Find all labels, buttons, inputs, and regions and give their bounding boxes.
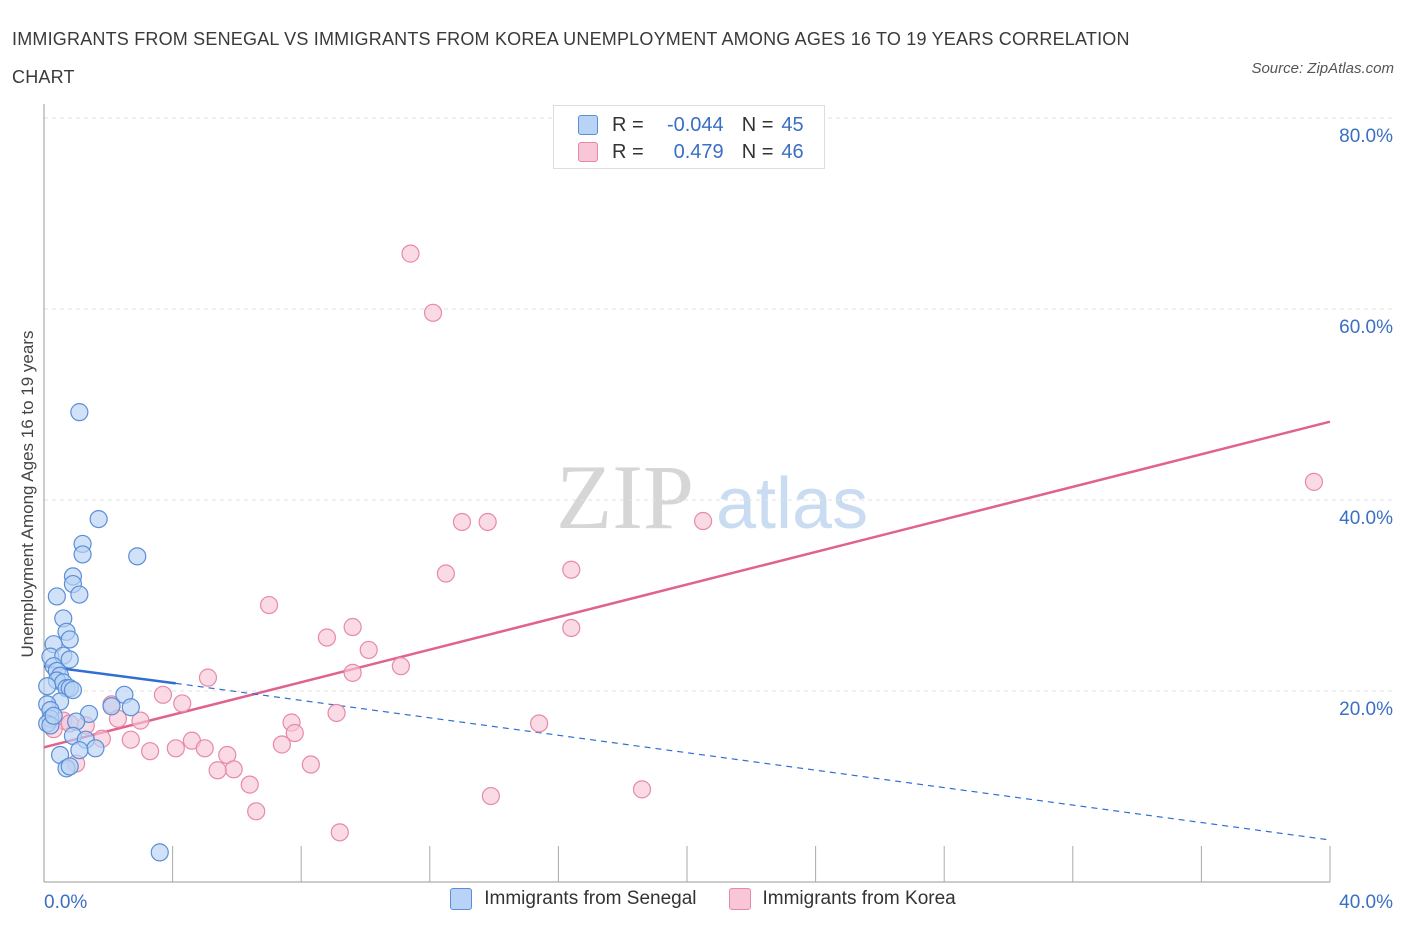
gridlines: [44, 117, 1393, 692]
senegal-point: [60, 630, 79, 649]
watermark-atlas: atlas: [716, 464, 868, 544]
senegal-point: [60, 757, 79, 776]
korea-point: [436, 564, 455, 583]
korea-point: [327, 703, 346, 723]
korea-point: [285, 723, 304, 743]
korea-point: [1304, 472, 1324, 491]
legend-row-senegal: R = -0.044 N = 45: [578, 111, 804, 139]
korea-point: [562, 560, 581, 579]
korea-point: [208, 761, 227, 780]
legend-n-label: N =: [741, 140, 774, 163]
korea-point: [343, 663, 362, 682]
korea-point: [478, 512, 497, 532]
korea-point: [452, 512, 472, 532]
senegal-point: [47, 587, 66, 606]
chart-title: IMMIGRANTS FROM SENEGAL VS IMMIGRANTS FR…: [12, 29, 1130, 87]
korea-point: [166, 739, 185, 758]
legend-item-senegal: Immigrants from Senegal: [450, 888, 697, 910]
senegal-point: [70, 741, 89, 760]
senegal-point: [73, 545, 92, 564]
legend-n-value: 46: [781, 140, 804, 163]
axes: 20.0% 40.0% 60.0% 80.0% 0.0% 40.0%: [43, 104, 1393, 913]
korea-point: [140, 742, 160, 761]
legend-r-value: -0.044: [666, 113, 724, 136]
korea-point: [317, 628, 337, 647]
y-axis-label: Unemployment Among Ages 16 to 19 years: [18, 331, 37, 658]
correlation-legend: R = -0.044 N = 45 R = 0.479 N = 46: [553, 105, 825, 169]
senegal-point: [86, 739, 105, 758]
korea-point: [391, 657, 410, 676]
korea-point: [359, 640, 378, 660]
korea-point: [224, 760, 243, 779]
senegal-point: [150, 843, 169, 862]
data-points: [38, 244, 1324, 862]
korea-point: [330, 823, 349, 842]
legend-n-label: N =: [741, 113, 774, 136]
legend-item-korea: Immigrants from Korea: [728, 888, 956, 910]
source-label: Source: ZipAtlas.com: [1251, 60, 1394, 77]
senegal-point: [121, 698, 140, 717]
legend-n-value: 45: [781, 113, 804, 136]
korea-point: [423, 303, 443, 322]
korea-point: [301, 755, 320, 774]
korea-point: [562, 618, 581, 638]
senegal-point: [38, 677, 57, 696]
korea-point: [198, 668, 218, 687]
senegal-point: [60, 650, 79, 669]
korea-point: [131, 711, 150, 730]
senegal-point: [70, 403, 89, 422]
korea-point: [121, 730, 140, 749]
korea-point: [259, 595, 279, 615]
korea-swatch-icon: [578, 142, 598, 162]
senegal-point: [70, 585, 89, 604]
watermark-zip: ZIP: [556, 446, 694, 548]
senegal-trendline-extrapolated: [175, 682, 1331, 841]
y-tick-label: 60.0%: [1339, 317, 1393, 338]
korea-point: [272, 735, 292, 754]
legend-korea-label: Immigrants from Korea: [762, 888, 956, 909]
korea-point: [401, 244, 420, 263]
senegal-point: [128, 547, 147, 566]
legend-r-label: R =: [612, 140, 644, 163]
legend-senegal-label: Immigrants from Senegal: [484, 888, 697, 909]
korea-point: [693, 511, 713, 531]
legend-r-label: R =: [612, 113, 644, 136]
y-tick-label: 80.0%: [1339, 126, 1393, 147]
y-tick-label: 40.0%: [1339, 508, 1393, 529]
series-legend: Immigrants from Senegal Immigrants from …: [0, 888, 1406, 910]
korea-point: [195, 739, 214, 758]
korea-point: [632, 780, 652, 799]
korea-point: [240, 775, 259, 794]
korea-point: [343, 617, 362, 637]
senegal-point: [63, 680, 83, 700]
x-tick-label: 0.0%: [44, 892, 87, 913]
senegal-point: [89, 509, 108, 529]
korea-legend-icon: [728, 888, 751, 910]
korea-point: [173, 694, 192, 713]
korea-point: [481, 786, 500, 806]
legend-row-korea: R = 0.479 N = 46: [578, 138, 804, 166]
senegal-legend-icon: [450, 888, 473, 910]
korea-trendline: [43, 420, 1331, 749]
senegal-point: [44, 706, 63, 725]
legend-r-value: 0.479: [673, 140, 724, 163]
korea-point: [530, 714, 549, 733]
korea-point: [153, 685, 173, 704]
korea-point: [247, 802, 266, 821]
senegal-swatch-icon: [578, 115, 598, 135]
senegal-point: [102, 697, 121, 716]
y-tick-label: 20.0%: [1339, 699, 1393, 720]
x-tick-label: 40.0%: [1339, 892, 1393, 913]
